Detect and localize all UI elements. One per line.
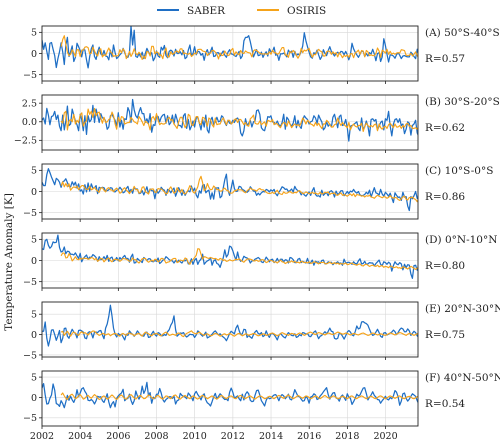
x-tick-label: 2010 xyxy=(183,431,207,441)
panel-f: −5 0 5 (F) 40°N-50°N R=0.54 xyxy=(23,370,500,429)
y-tick-label: 5 xyxy=(31,166,37,177)
x-tick-label: 2002 xyxy=(30,431,54,441)
y-tick-label: 5 xyxy=(31,28,37,39)
x-tick-label: 2012 xyxy=(221,431,245,441)
panel-label: (D) 0°N-10°N xyxy=(425,234,497,246)
panel-c: −5 0 5 (C) 10°S-0°S R=0.86 xyxy=(23,163,493,222)
correlation-label: R=0.75 xyxy=(425,329,465,341)
panel-frame xyxy=(41,301,419,358)
y-tick-label: 0 xyxy=(31,330,37,341)
series-line-osiris xyxy=(60,248,418,270)
x-tick-label: 2004 xyxy=(68,431,92,441)
x-tick-label: 2020 xyxy=(373,431,397,441)
y-tick-label: 5 xyxy=(31,310,37,321)
series-line-osiris xyxy=(60,107,418,132)
y-tick-label: 0 xyxy=(31,393,37,404)
series-line-osiris xyxy=(60,175,418,203)
x-tick-label: 2016 xyxy=(297,431,321,441)
correlation-label: R=0.62 xyxy=(425,122,465,134)
panels: −5 0 5 (A) 50°S-40°S R=0.57 −2.5 0.0 2.5 (B) 30°… xyxy=(14,25,500,429)
x-axis: 2002 2004 2006 2008 2010 2012 2014 2016 2018 2020 xyxy=(30,431,398,441)
panel-a: −5 0 5 (A) 50°S-40°S R=0.57 xyxy=(23,25,500,84)
y-tick-label: 5 xyxy=(31,372,37,383)
y-tick-label: 0 xyxy=(31,49,37,60)
panel-frame xyxy=(41,370,419,427)
series-line-osiris xyxy=(60,392,418,401)
series-line-saber xyxy=(42,304,418,347)
series-line-saber xyxy=(42,234,418,279)
x-tick-label: 2006 xyxy=(106,431,130,441)
panel-label: (B) 30°S-20°S xyxy=(425,96,500,108)
x-tick-label: 2018 xyxy=(335,431,359,441)
y-tick-label: −5 xyxy=(23,350,37,361)
y-tick-label: 0 xyxy=(31,256,37,267)
y-tick-label: 2.5 xyxy=(22,98,37,109)
panel-e: −5 0 5 (E) 20°N-30°N R=0.75 xyxy=(23,301,500,361)
x-tick-label: 2014 xyxy=(259,431,283,441)
series-line-osiris xyxy=(60,35,418,60)
series-line-osiris xyxy=(60,330,418,338)
panel-d: −5 0 5 (D) 0°N-10°N R=0.80 xyxy=(23,232,497,291)
panel-label: (F) 40°N-50°N xyxy=(425,372,500,384)
panel-label: (A) 50°S-40°S xyxy=(425,27,500,39)
y-axis-label: Temperature Anomaly [K] xyxy=(3,193,15,331)
y-tick-label: −5 xyxy=(23,70,37,81)
panel-label: (C) 10°S-0°S xyxy=(425,165,493,177)
series-line-saber xyxy=(42,168,418,212)
y-tick-label: −5 xyxy=(23,208,37,219)
legend-label-saber: SABER xyxy=(187,5,226,17)
panel-label: (E) 20°N-30°N xyxy=(425,303,500,315)
panel-frame xyxy=(41,94,419,151)
panel-b: −2.5 0.0 2.5 (B) 30°S-20°S R=0.62 xyxy=(14,94,500,153)
legend: SABER OSIRIS xyxy=(157,5,326,17)
correlation-label: R=0.54 xyxy=(425,398,465,410)
correlation-label: R=0.57 xyxy=(425,53,465,65)
y-tick-label: 0 xyxy=(31,187,37,198)
y-tick-label: 5 xyxy=(31,235,37,246)
legend-label-osiris: OSIRIS xyxy=(287,5,326,17)
x-tick-label: 2008 xyxy=(144,431,168,441)
y-tick-label: −5 xyxy=(23,277,37,288)
correlation-label: R=0.86 xyxy=(425,191,465,203)
y-tick-label: 0.0 xyxy=(22,117,37,128)
y-tick-label: −2.5 xyxy=(14,136,37,147)
correlation-label: R=0.80 xyxy=(425,260,465,272)
y-tick-label: −5 xyxy=(23,413,37,424)
series-line-saber xyxy=(42,381,418,409)
